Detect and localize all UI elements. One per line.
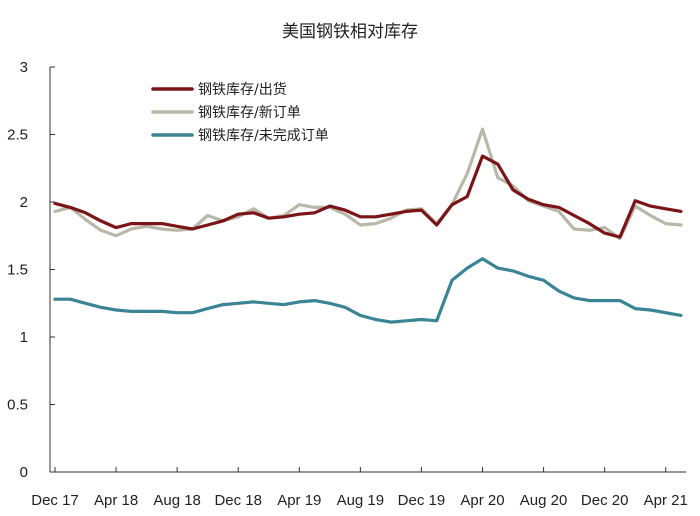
y-tick-label: 0.5 bbox=[7, 397, 28, 414]
series-line-1 bbox=[53, 154, 683, 239]
y-tick-label: 0 bbox=[20, 464, 28, 481]
y-tick-label: 3 bbox=[20, 59, 28, 76]
x-tick-label: Aug 18 bbox=[153, 492, 201, 509]
x-tick-label: Dec 19 bbox=[398, 492, 446, 509]
y-tick-label: 2 bbox=[20, 194, 28, 211]
x-axis: Dec 17 Apr 18 Aug 18 Dec 18 Apr 19 Aug 19 Dec … bbox=[31, 467, 688, 509]
series-line-3 bbox=[53, 257, 683, 324]
x-tick-label: Apr 20 bbox=[460, 492, 504, 509]
legend-label-2: 钢铁库存/新订单 bbox=[198, 105, 301, 121]
x-tick-label: Aug 19 bbox=[337, 492, 385, 509]
y-tick-label: 2.5 bbox=[7, 127, 28, 144]
x-tick-label: Apr 19 bbox=[277, 492, 321, 509]
x-tick-label: Apr 18 bbox=[94, 492, 138, 509]
x-tick-label: Dec 17 bbox=[31, 492, 79, 509]
x-tick-label: Dec 20 bbox=[581, 492, 629, 509]
y-tick-label: 1 bbox=[20, 329, 28, 346]
y-axis: 0 0.5 1 1.5 2 2.5 3 bbox=[7, 59, 55, 481]
series-line-2 bbox=[53, 127, 683, 240]
chart-title: 美国钢铁相对库存 bbox=[282, 22, 418, 42]
series-lines bbox=[53, 127, 683, 324]
legend-label-3: 钢铁库存/未完成订单 bbox=[198, 128, 329, 144]
x-tick-label: Dec 18 bbox=[214, 492, 262, 509]
legend-label-1: 钢铁库存/出货 bbox=[198, 81, 287, 98]
y-tick-label: 1.5 bbox=[7, 262, 28, 279]
x-tick-label: Apr 21 bbox=[644, 492, 688, 509]
x-tick-label: Aug 20 bbox=[520, 492, 568, 509]
